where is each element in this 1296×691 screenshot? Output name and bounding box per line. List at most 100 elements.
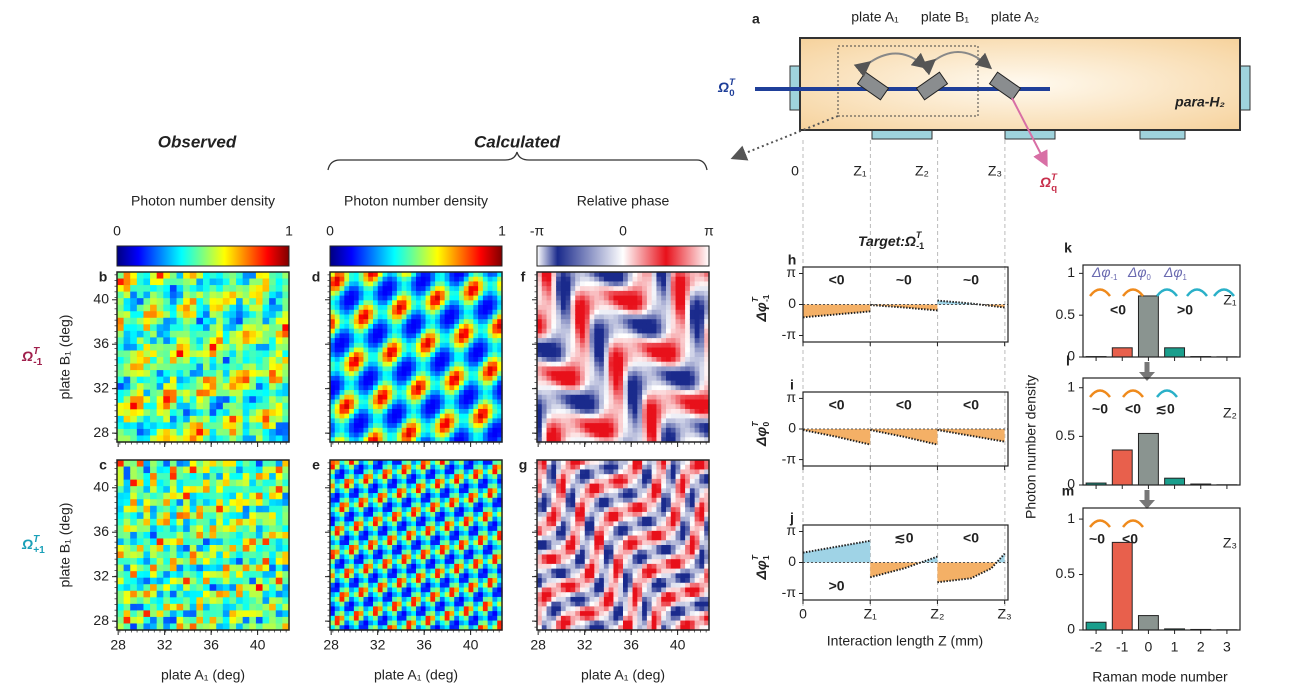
heatmap-cell	[397, 404, 402, 409]
heatmap-cell	[335, 616, 340, 621]
heatmap-cell	[570, 329, 575, 334]
heatmap-cell	[604, 277, 609, 282]
heatmap-cell	[117, 324, 124, 331]
heatmap-cell	[359, 592, 364, 597]
heatmap-cell	[150, 578, 157, 585]
heatmap-cell	[397, 498, 402, 503]
heatmap-cell	[594, 338, 599, 343]
heatmap-cell	[402, 531, 407, 536]
heatmap-cell	[344, 338, 349, 343]
heatmap-cell	[690, 381, 695, 386]
heatmap-cell	[537, 371, 542, 376]
heatmap-cell	[263, 512, 270, 519]
heatmap-cell	[676, 300, 681, 305]
heatmap-cell	[269, 604, 276, 611]
heatmap-cell	[276, 396, 283, 403]
heatmap-cell	[263, 467, 270, 474]
heatmap-cell	[150, 506, 157, 513]
heatmap-cell	[330, 578, 335, 583]
heatmap-cell	[464, 319, 469, 324]
heatmap-cell	[469, 390, 474, 395]
heatmap-cell	[196, 578, 203, 585]
heatmap-cell	[340, 300, 345, 305]
heatmap-cell	[216, 285, 223, 292]
heatmap-cell	[269, 486, 276, 493]
heatmap-cell	[656, 400, 661, 405]
heatmap-cell	[276, 344, 283, 351]
heatmap-cell	[406, 348, 411, 353]
heatmap-cell	[551, 381, 556, 386]
heatmap-cell	[464, 381, 469, 386]
heatmap-cell	[276, 272, 283, 279]
heatmap-cell	[406, 554, 411, 559]
heatmap-cell	[695, 423, 700, 428]
heatmap-cell	[210, 493, 217, 500]
heatmap-cell	[652, 418, 657, 423]
heatmap-cell	[656, 305, 661, 310]
heatmap-cell	[430, 310, 435, 315]
heatmap-cell	[580, 338, 585, 343]
heatmap-cell	[585, 409, 590, 414]
heatmap-cell	[699, 428, 704, 433]
heatmap-cell	[421, 428, 426, 433]
heatmap-cell	[483, 343, 488, 348]
heatmap-cell	[236, 350, 243, 357]
heatmap-cell	[570, 291, 575, 296]
heatmap-cell	[637, 409, 642, 414]
heatmap-cell	[229, 532, 236, 539]
heatmap-cell	[623, 315, 628, 320]
heatmap-cell	[263, 337, 270, 344]
heatmap-cell	[269, 383, 276, 390]
heatmap-cell	[464, 310, 469, 315]
heatmap-cell	[368, 352, 373, 357]
heatmap-cell	[416, 493, 421, 498]
heatmap-cell	[124, 292, 131, 299]
heatmap-cell	[387, 550, 392, 555]
heatmap-cell	[344, 498, 349, 503]
heatmap-cell	[642, 414, 647, 419]
heatmap-cell	[594, 404, 599, 409]
heatmap-cell	[249, 331, 256, 338]
heatmap-cell	[276, 545, 283, 552]
heatmap-cell	[628, 423, 633, 428]
heatmap-cell	[387, 592, 392, 597]
heatmap-cell	[647, 300, 652, 305]
heatmap-cell	[478, 310, 483, 315]
heatmap-cell	[397, 414, 402, 419]
heatmap-cell	[157, 532, 164, 539]
heatmap-cell	[330, 469, 335, 474]
heatmap-cell	[137, 416, 144, 423]
heatmap-cell	[130, 331, 137, 338]
heatmap-cell	[575, 381, 580, 386]
heatmap-cell	[249, 558, 256, 565]
heatmap-cell	[411, 474, 416, 479]
heatmap-cell	[190, 473, 197, 480]
heatmap-cell	[575, 385, 580, 390]
heatmap-cell	[411, 503, 416, 508]
heatmap-cell	[229, 538, 236, 545]
heatmap-cell	[330, 479, 335, 484]
heatmap-cell	[216, 416, 223, 423]
heatmap-cell	[340, 381, 345, 386]
heatmap-cell	[243, 318, 250, 325]
heatmap-cell	[354, 381, 359, 386]
heatmap-cell	[124, 298, 131, 305]
heatmap-cell	[177, 480, 184, 487]
heatmap-cell	[570, 338, 575, 343]
heatmap-cell	[263, 506, 270, 513]
heatmap-cell	[488, 338, 493, 343]
heatmap-cell	[349, 517, 354, 522]
heatmap-cell	[383, 484, 388, 489]
heatmap-cell	[354, 498, 359, 503]
heatmap-cell	[426, 324, 431, 329]
heatmap-cell	[406, 512, 411, 517]
heatmap-cell	[575, 418, 580, 423]
heatmap-cell	[223, 499, 230, 506]
heatmap-cell	[124, 460, 131, 467]
heatmap-cell	[699, 324, 704, 329]
heatmap-cell	[344, 559, 349, 564]
heatmap-cell	[469, 357, 474, 362]
heatmap-cell	[397, 305, 402, 310]
heatmap-cell	[542, 381, 547, 386]
heatmap-cell	[383, 433, 388, 438]
